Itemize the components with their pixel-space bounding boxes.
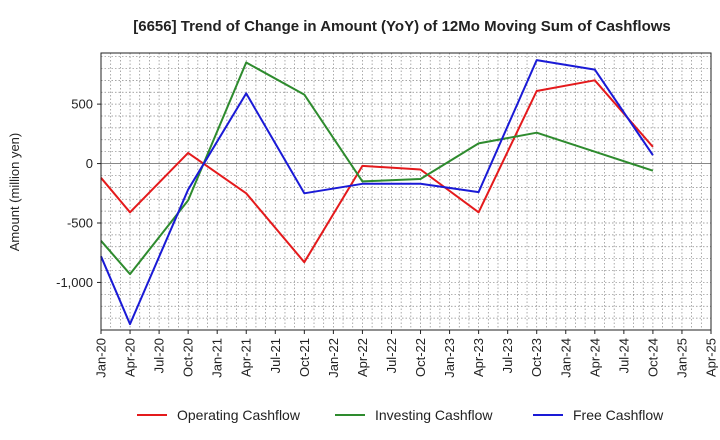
plot-frame [100, 52, 712, 331]
x-tick-label: Apr-25 [704, 338, 719, 377]
legend-label-operating-cashflow: Operating Cashflow [177, 407, 301, 423]
x-tick-label: Apr-23 [471, 338, 486, 377]
x-tick-label: Apr-24 [587, 338, 602, 377]
series-line-investing-cashflow [100, 61, 654, 276]
x-tick-label: Jul-22 [384, 338, 399, 373]
y-tick-label: 500 [71, 97, 93, 112]
x-tick-label: Oct-20 [181, 338, 196, 377]
y-tick-label: -1,000 [56, 275, 93, 290]
x-tick-label: Jul-21 [268, 338, 283, 373]
y-axis-label: Amount (million yen) [7, 133, 22, 252]
x-tick-label: Oct-24 [645, 338, 660, 377]
x-tick-label: Jul-24 [616, 338, 631, 373]
x-tick-label: Jul-20 [152, 338, 167, 373]
series-line-operating-cashflow [100, 79, 654, 264]
x-tick-label: Oct-23 [529, 338, 544, 377]
x-tick-label: Jul-23 [500, 338, 515, 373]
x-tick-label: Oct-21 [297, 338, 312, 377]
legend: Operating Cashflow Investing Cashflow Free… [137, 407, 664, 423]
series-line-free-cashflow [100, 59, 654, 326]
x-tick-label: Jan-20 [94, 338, 109, 378]
x-tick-label: Apr-22 [355, 338, 370, 377]
y-tick-labels: 500 0 -500 -1,000 [56, 97, 101, 290]
x-tick-label: Oct-22 [413, 338, 428, 377]
y-tick-label: 0 [86, 156, 93, 171]
chart-title: [6656] Trend of Change in Amount (YoY) o… [133, 18, 671, 35]
x-tick-label: Jan-22 [326, 338, 341, 378]
x-tick-label: Jan-21 [210, 338, 225, 378]
y-tick-label: -500 [67, 216, 93, 231]
x-tick-label: Jan-23 [442, 338, 457, 378]
legend-label-free-cashflow: Free Cashflow [573, 407, 664, 423]
legend-label-investing-cashflow: Investing Cashflow [375, 407, 493, 423]
x-tick-label: Apr-21 [239, 338, 254, 377]
x-tick-labels: Jan-20 Apr-20 Jul-20 Oct-20 Jan-21 Apr-21 Jul-… [94, 330, 719, 378]
x-tick-label: Jan-24 [558, 338, 573, 378]
grid-layer [100, 53, 712, 331]
x-tick-label: Jan-25 [674, 338, 689, 378]
x-tick-label: Apr-20 [123, 338, 138, 377]
series-layer [100, 59, 654, 326]
